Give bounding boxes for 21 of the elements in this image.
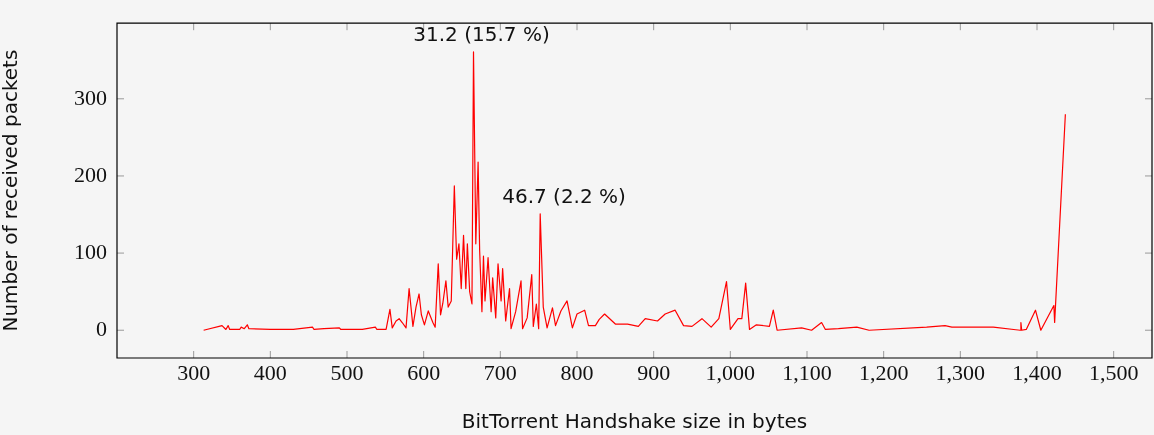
x-tick-label: 500 [330,359,364,385]
x-tick-label: 400 [253,359,287,385]
x-tick-label: 1,400 [1012,359,1062,385]
x-tick-label: 1,500 [1088,359,1139,385]
x-tick-label: 600 [407,359,441,385]
x-tick-label: 1,300 [935,359,986,385]
y-axis-title: Number of received packets [0,49,23,332]
x-tick-label: 1,200 [858,359,909,385]
x-tick-label: 1,100 [782,359,832,385]
x-tick-label: 800 [560,359,594,385]
annotation: 31.2 (15.7 %) [413,21,550,46]
x-axis-title: BitTorrent Handshake size in bytes [461,409,808,434]
annotation: 46.7 (2.2 %) [502,183,626,208]
x-tick-label: 300 [177,359,211,385]
x-tick-label: 900 [637,359,671,385]
y-tick-label: 0 [96,316,107,342]
y-tick-label: 200 [74,161,107,187]
x-tick-label: 1,000 [705,359,756,385]
y-tick-label: 100 [74,238,107,264]
x-tick-label: 700 [483,359,517,385]
y-tick-label: 300 [74,84,107,110]
